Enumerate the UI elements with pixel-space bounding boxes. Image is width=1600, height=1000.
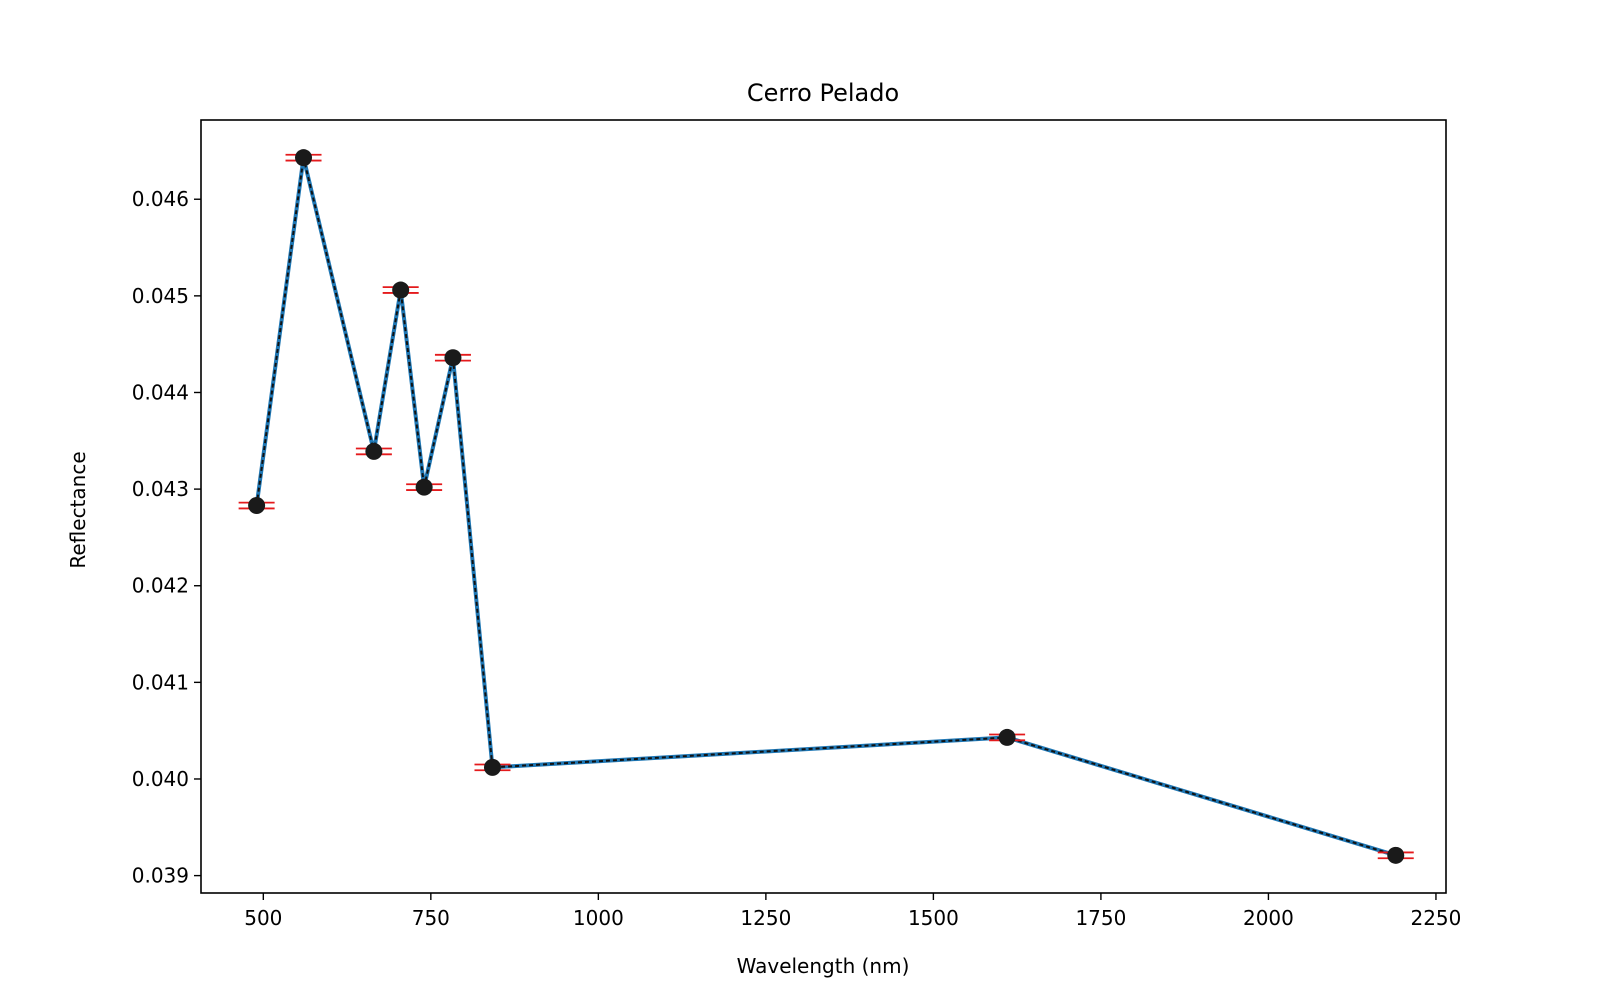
data-point (392, 281, 410, 299)
plot-area (200, 119, 1447, 894)
x-tick-label: 1750 (1075, 906, 1126, 930)
y-tick-label: 0.042 (132, 574, 189, 598)
data-point (415, 478, 433, 496)
x-tick-label: 2000 (1243, 906, 1294, 930)
data-point (998, 728, 1016, 746)
y-tick-label: 0.040 (132, 767, 189, 791)
data-point (444, 349, 462, 367)
data-point (1387, 846, 1405, 864)
y-tick-label: 0.044 (132, 380, 189, 404)
x-tick-label: 1000 (573, 906, 624, 930)
y-tick-label: 0.045 (132, 284, 189, 308)
x-axis-label: Wavelength (nm) (737, 954, 910, 978)
data-point (248, 497, 266, 515)
x-tick-label: 500 (244, 906, 282, 930)
y-axis: 0.039 0.040 0.041 0.042 0.043 0.044 0.045 0.046 (132, 187, 201, 888)
y-tick-label: 0.041 (132, 670, 189, 694)
x-tick-label: 1500 (908, 906, 959, 930)
chart-title: Cerro Pelado (747, 79, 899, 107)
data-point (295, 149, 313, 167)
y-axis-label: Reflectance (66, 451, 90, 568)
y-tick-label: 0.043 (132, 477, 189, 501)
data-point (483, 758, 501, 776)
y-tick-label: 0.039 (132, 864, 189, 888)
x-tick-label: 2250 (1410, 906, 1461, 930)
x-tick-label: 1250 (740, 906, 791, 930)
series-layer (238, 149, 1414, 864)
x-axis: 500 750 1000 1250 1500 1750 2000 2250 (244, 893, 1461, 930)
x-tick-label: 750 (412, 906, 450, 930)
y-tick-label: 0.046 (132, 187, 189, 211)
data-point (365, 442, 383, 460)
